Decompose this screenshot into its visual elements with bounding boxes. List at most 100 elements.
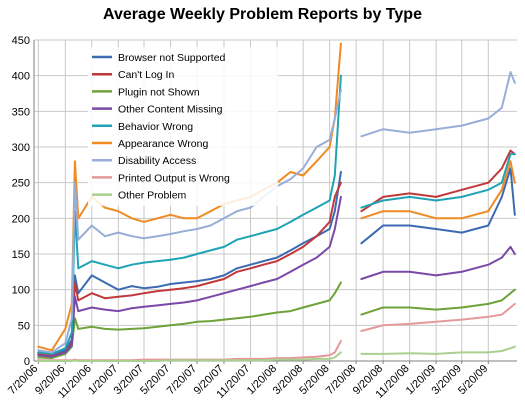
y-tick-label: 350 [12, 106, 30, 118]
data-point-behavior-wrong [169, 258, 172, 261]
data-point-other-content-missing [209, 295, 212, 298]
data-point-plugin-not-shown [302, 306, 304, 309]
data-point-other-problem [333, 356, 336, 359]
data-point-other-content-missing [435, 274, 437, 277]
data-point-can-t-log-in [156, 290, 159, 292]
data-point-other-problem [90, 360, 93, 362]
data-point-plugin-not-shown [90, 325, 93, 328]
data-point-plugin-not-shown [500, 299, 503, 302]
data-point-other-problem [236, 359, 238, 362]
data-point-browser-not-supported [223, 274, 225, 277]
data-point-behavior-wrong [333, 174, 336, 177]
data-point-other-content-missing [302, 263, 304, 266]
data-point-other-content-missing [37, 354, 40, 357]
data-point-behavior-wrong [223, 246, 225, 248]
y-tick-label: 200 [12, 213, 30, 225]
data-point-browser-not-supported [117, 288, 120, 291]
data-point-printed-output-is-wrong [360, 330, 363, 332]
data-point-disability-access [196, 228, 198, 230]
data-point-behavior-wrong [276, 228, 278, 230]
data-point-appearance-wrong [302, 174, 304, 177]
data-point-printed-output-is-wrong [435, 320, 437, 323]
data-point-can-t-log-in [302, 246, 304, 248]
data-point-browser-not-supported [156, 285, 159, 288]
data-point-disability-access [382, 128, 384, 131]
data-point-browser-not-supported [249, 263, 252, 266]
data-point-behavior-wrong [500, 181, 503, 184]
data-point-behavior-wrong [236, 238, 238, 241]
data-point-appearance-wrong [328, 146, 331, 148]
data-point-printed-output-is-wrong [315, 355, 318, 358]
data-point-can-t-log-in [333, 196, 336, 198]
data-point-other-problem [196, 359, 198, 362]
data-point-appearance-wrong [64, 328, 67, 330]
data-point-can-t-log-in [360, 210, 363, 213]
data-point-disability-access [223, 217, 225, 220]
data-point-disability-access [249, 206, 252, 209]
data-point-disability-access [70, 317, 73, 320]
data-point-browser-not-supported [90, 274, 93, 277]
data-point-can-t-log-in [117, 295, 120, 298]
data-point-disability-access [408, 131, 411, 134]
data-point-disability-access [64, 342, 67, 345]
data-point-other-problem [64, 360, 67, 362]
data-point-plugin-not-shown [333, 292, 336, 295]
data-point-can-t-log-in [90, 292, 93, 295]
data-point-can-t-log-in [143, 292, 145, 295]
data-point-disability-access [37, 349, 40, 352]
data-point-other-problem [262, 359, 265, 362]
y-tick-label: 400 [12, 71, 30, 83]
data-point-other-content-missing [196, 299, 198, 302]
data-point-browser-not-supported [340, 171, 342, 173]
data-point-disability-access [340, 89, 342, 91]
data-point-other-problem [156, 360, 159, 362]
data-point-plugin-not-shown [77, 328, 80, 330]
data-point-behavior-wrong [209, 249, 212, 252]
data-point-can-t-log-in [509, 149, 512, 152]
data-point-disability-access [315, 146, 318, 148]
data-point-plugin-not-shown [156, 325, 159, 328]
data-point-other-problem [435, 353, 437, 355]
data-point-behavior-wrong [513, 153, 516, 156]
data-point-other-content-missing [460, 270, 463, 273]
data-point-can-t-log-in [382, 196, 384, 198]
data-point-browser-not-supported [435, 228, 437, 230]
data-point-appearance-wrong [340, 42, 342, 45]
data-point-other-content-missing [262, 281, 265, 284]
data-point-browser-not-supported [333, 210, 336, 213]
data-point-can-t-log-in [435, 196, 437, 198]
data-point-disability-access [435, 128, 437, 131]
data-point-appearance-wrong [74, 160, 76, 163]
data-point-other-problem [276, 358, 278, 361]
y-tick-label: 250 [12, 178, 30, 190]
legend-label: Other Content Missing [118, 104, 223, 116]
data-point-appearance-wrong [169, 213, 172, 216]
data-point-appearance-wrong [382, 210, 384, 213]
data-point-browser-not-supported [209, 278, 212, 280]
data-point-other-content-missing [289, 270, 292, 273]
data-point-other-problem [289, 358, 292, 361]
data-point-other-problem [169, 359, 172, 362]
data-point-other-problem [70, 360, 73, 362]
data-point-other-problem [223, 359, 225, 362]
data-point-printed-output-is-wrong [382, 324, 384, 327]
data-point-other-content-missing [117, 310, 120, 312]
data-point-plugin-not-shown [460, 306, 463, 309]
data-point-other-content-missing [315, 256, 318, 259]
data-point-browser-not-supported [328, 228, 331, 230]
legend-label: Browser not Supported [118, 52, 226, 64]
data-point-disability-access [143, 237, 145, 240]
data-point-printed-output-is-wrong [509, 306, 512, 309]
data-point-plugin-not-shown [143, 327, 145, 330]
data-point-other-content-missing [70, 344, 73, 347]
data-point-browser-not-supported [169, 283, 172, 285]
legend-label: Other Problem [118, 190, 187, 202]
data-point-appearance-wrong [196, 217, 198, 220]
data-point-disability-access [77, 238, 80, 241]
data-point-behavior-wrong [460, 196, 463, 198]
data-point-disability-access [104, 235, 106, 238]
data-point-other-problem [513, 345, 516, 348]
data-point-other-problem [130, 360, 133, 362]
data-point-disability-access [74, 181, 76, 184]
data-point-behavior-wrong [77, 267, 80, 270]
